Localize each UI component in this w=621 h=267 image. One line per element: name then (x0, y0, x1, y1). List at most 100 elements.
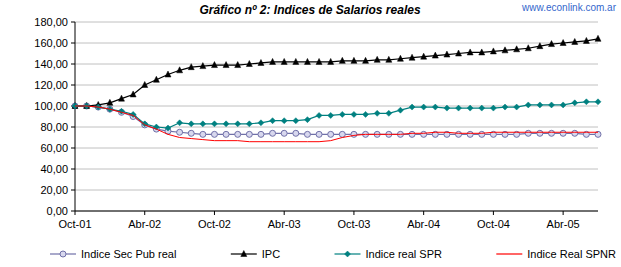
point (525, 102, 531, 108)
point (525, 130, 531, 136)
point (270, 130, 276, 136)
point (339, 111, 345, 117)
point (572, 100, 578, 106)
legend-item: Indice Sec Pub real (50, 248, 176, 260)
grid-line (75, 190, 598, 191)
point (258, 59, 264, 65)
point (537, 102, 543, 108)
series-line (75, 102, 598, 128)
point (467, 105, 473, 111)
series-line (75, 39, 598, 106)
grid-line (75, 148, 598, 149)
y-tick (71, 43, 75, 44)
legend-item: Indice Real SPNR (496, 248, 616, 260)
point (235, 62, 241, 68)
point (502, 47, 508, 53)
x-axis (75, 211, 598, 212)
point (270, 118, 276, 124)
legend-swatch (496, 253, 522, 254)
grid-line (75, 64, 598, 65)
point (246, 131, 252, 137)
legend-label: IPC (262, 248, 280, 260)
point (409, 131, 415, 137)
point (514, 104, 520, 110)
point (211, 62, 217, 68)
point (490, 48, 496, 54)
point (258, 120, 264, 126)
point (339, 131, 345, 137)
grid-line (75, 43, 598, 44)
point (177, 129, 183, 135)
point (537, 43, 543, 49)
y-tick (71, 22, 75, 23)
y-tick (71, 148, 75, 149)
point (328, 112, 334, 118)
y-tick-label: 120,00 (34, 79, 68, 91)
point (560, 102, 566, 108)
point (409, 54, 415, 60)
y-tick-label: 180,00 (34, 16, 68, 28)
y-tick-label: 60,00 (40, 142, 68, 154)
point (514, 46, 520, 52)
x-tick (493, 211, 494, 215)
y-tick (71, 190, 75, 191)
point (549, 102, 555, 108)
point (270, 58, 276, 64)
x-tick (353, 211, 354, 215)
point (223, 62, 229, 68)
legend-item: Indice real SPR (335, 248, 442, 260)
point (235, 121, 241, 127)
point (386, 56, 392, 62)
legend-marker (345, 251, 351, 257)
point (153, 76, 159, 82)
point (107, 99, 113, 105)
point (363, 111, 369, 117)
point (479, 49, 485, 55)
point (223, 131, 229, 137)
title: Gráfico nº 2: Indices de Salarios reales (199, 3, 420, 17)
x-tick (423, 211, 424, 215)
point (421, 104, 427, 110)
point (397, 107, 403, 113)
point (165, 71, 171, 77)
point (293, 130, 299, 136)
x-tick-label: Abr-03 (268, 218, 301, 230)
point (479, 105, 485, 111)
legend-marker (241, 251, 247, 257)
grid-line (75, 85, 598, 86)
point (502, 104, 508, 110)
background (0, 0, 621, 267)
point (560, 130, 566, 136)
x-tick (75, 211, 76, 215)
point (304, 117, 310, 123)
point (304, 58, 310, 64)
point (456, 50, 462, 56)
point (583, 37, 589, 43)
y-tick (71, 64, 75, 65)
point (177, 120, 183, 126)
y-tick-label: 80,00 (40, 121, 68, 133)
point (316, 112, 322, 118)
y-tick-label: 40,00 (40, 163, 68, 175)
point (432, 104, 438, 110)
x-tick (144, 211, 145, 215)
x-tick-label: Abr-02 (128, 218, 161, 230)
point (328, 58, 334, 64)
point (595, 35, 601, 41)
point (537, 130, 543, 136)
point (293, 58, 299, 64)
point (386, 110, 392, 116)
point (281, 130, 287, 136)
point (595, 99, 601, 105)
point (188, 130, 194, 136)
point (316, 58, 322, 64)
point (188, 121, 194, 127)
x-tick-label: Abr-04 (407, 218, 440, 230)
grid-line (75, 211, 598, 212)
point (246, 121, 252, 127)
x-tick-label: Oct-03 (337, 218, 370, 230)
point (281, 58, 287, 64)
point (246, 61, 252, 67)
point (200, 131, 206, 137)
point (281, 118, 287, 124)
